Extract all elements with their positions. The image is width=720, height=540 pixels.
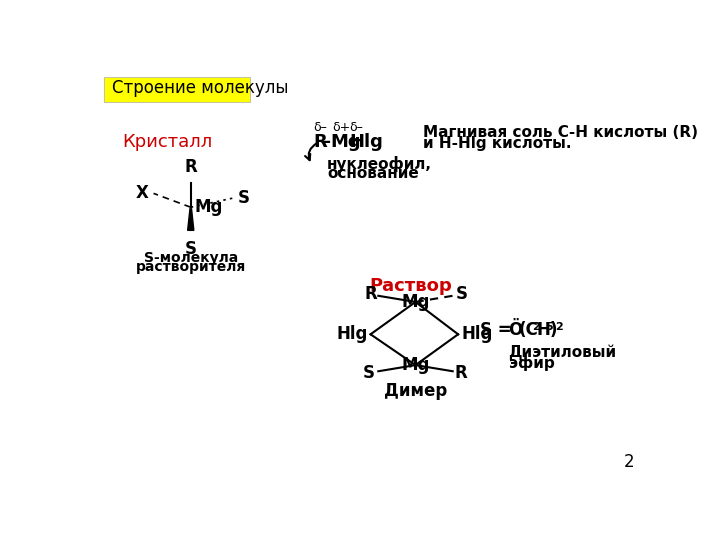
- Text: Mg: Mg: [401, 293, 430, 311]
- Text: Hlg: Hlg: [462, 325, 492, 343]
- Text: 2: 2: [624, 453, 635, 470]
- Text: растворителя: растворителя: [135, 260, 246, 274]
- Text: эфир: эфир: [508, 355, 554, 371]
- Text: (C: (C: [518, 321, 539, 340]
- Text: X: X: [136, 184, 149, 202]
- Polygon shape: [188, 209, 194, 231]
- Text: δ–: δ–: [313, 121, 327, 134]
- Text: Mg: Mg: [194, 198, 223, 216]
- Text: ): ): [549, 321, 557, 340]
- Text: Магнивая соль С-Н кислоты (R): Магнивая соль С-Н кислоты (R): [423, 125, 698, 140]
- Text: S: S: [363, 364, 375, 382]
- Text: 2: 2: [555, 322, 563, 332]
- FancyArrowPatch shape: [305, 143, 317, 160]
- Text: R: R: [184, 158, 197, 177]
- Text: Раствор: Раствор: [369, 276, 451, 294]
- Text: H: H: [536, 321, 550, 340]
- Text: –: –: [322, 133, 331, 151]
- Text: R: R: [364, 285, 377, 303]
- Text: Hlg: Hlg: [350, 133, 384, 151]
- Text: Hlg: Hlg: [336, 325, 367, 343]
- Text: Mg: Mg: [330, 133, 361, 151]
- Text: Кристалл: Кристалл: [122, 132, 212, 151]
- Text: S: S: [456, 285, 468, 303]
- Text: нуклеофил,: нуклеофил,: [327, 156, 432, 172]
- Text: Строение молекулы: Строение молекулы: [112, 79, 288, 97]
- Text: S: S: [185, 240, 197, 258]
- Text: основание: основание: [327, 166, 419, 181]
- Text: δ–: δ–: [350, 121, 364, 134]
- Text: Димер: Димер: [384, 382, 447, 400]
- Text: S =: S =: [480, 321, 511, 340]
- Text: 2: 2: [532, 322, 539, 332]
- Text: Mg: Mg: [401, 356, 430, 374]
- Bar: [104, 77, 250, 102]
- Text: 5: 5: [545, 322, 552, 332]
- Text: δ+: δ+: [332, 121, 350, 134]
- Text: Ö: Ö: [508, 321, 523, 340]
- Text: S: S: [238, 189, 250, 207]
- Text: R: R: [313, 133, 327, 151]
- Text: S-молекула: S-молекула: [143, 251, 238, 265]
- Text: Диэтиловый: Диэтиловый: [508, 345, 616, 360]
- Text: и Н-Hlg кислоты.: и Н-Hlg кислоты.: [423, 137, 572, 151]
- Text: R: R: [454, 364, 467, 382]
